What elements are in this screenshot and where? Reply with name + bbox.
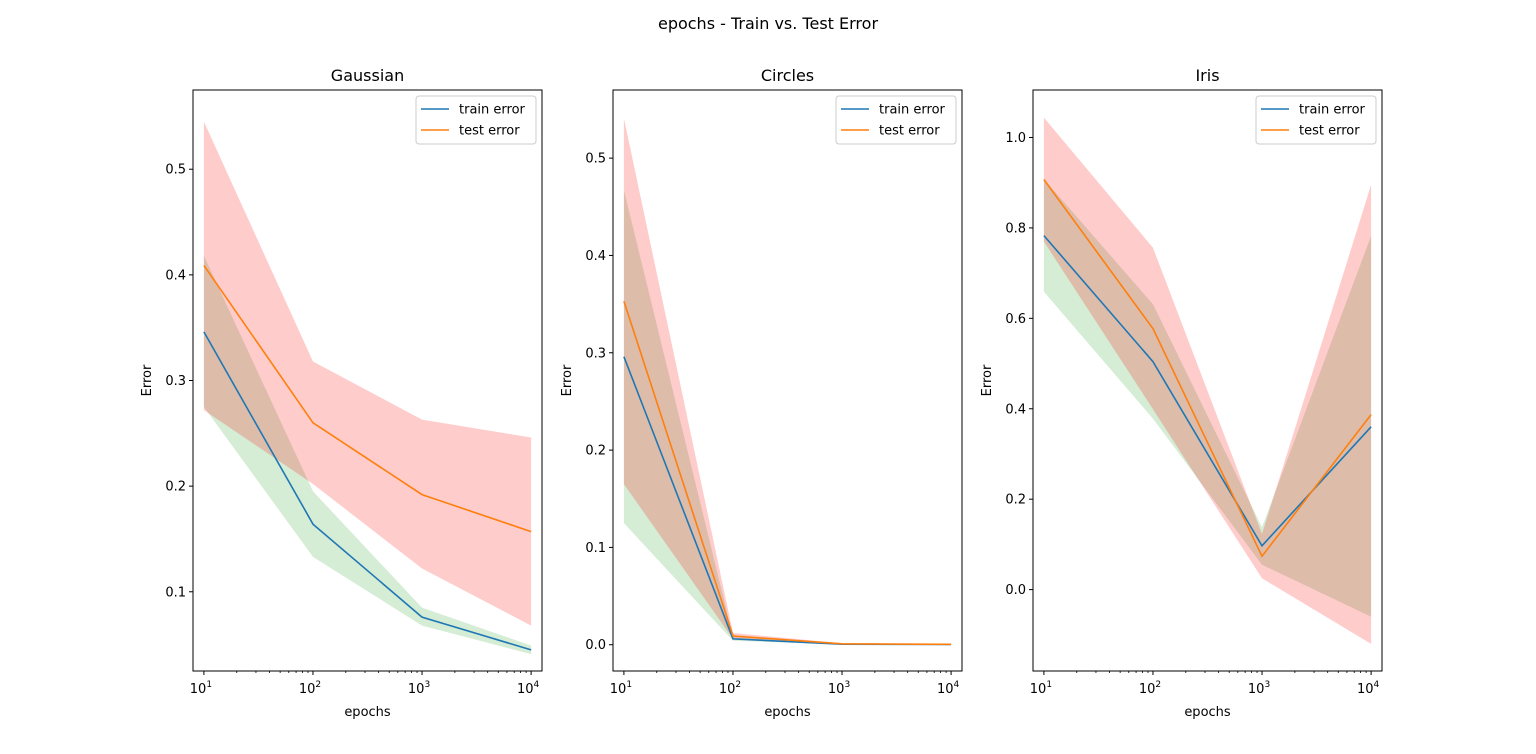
x-tick-label: 104 xyxy=(517,680,540,697)
y-tick-label: 0.2 xyxy=(165,480,186,495)
y-tick-label: 1.0 xyxy=(1005,131,1026,146)
line-test-error xyxy=(203,264,532,533)
legend: train error test error xyxy=(1255,95,1377,145)
subplot-title: Iris xyxy=(1195,66,1219,85)
subplot-title: Circles xyxy=(761,66,814,85)
x-axis-label: epochs xyxy=(1184,705,1231,720)
y-tick-label: 0.2 xyxy=(585,444,606,459)
subplot-title: Gaussian xyxy=(331,66,404,85)
legend-label: test error xyxy=(1299,124,1360,139)
y-tick-label: 0.0 xyxy=(1005,583,1026,598)
x-axis-label: epochs xyxy=(764,705,811,720)
x-tick-label: 102 xyxy=(299,680,321,697)
legend-label: test error xyxy=(879,124,940,139)
y-tick-label: 0.2 xyxy=(1005,493,1026,508)
x-tick-label: 103 xyxy=(828,680,850,697)
subplot-gaussian: 101 102 103 104 0.1 0.2 0.3 0.4 0.5 Gaussian epoch… xyxy=(140,66,543,720)
y-tick-label: 0.5 xyxy=(585,152,606,167)
y-tick-label: 0.1 xyxy=(585,541,606,556)
x-tick-label: 102 xyxy=(719,680,741,697)
y-tick-label: 0.4 xyxy=(585,249,606,264)
x-tick-label: 104 xyxy=(1357,680,1380,697)
x-tick-label: 101 xyxy=(1030,680,1052,697)
legend-label: train error xyxy=(879,103,946,118)
line-train-error xyxy=(203,331,532,651)
legend: train error test error xyxy=(415,95,537,145)
y-tick-label: 0.4 xyxy=(165,268,186,283)
y-tick-label: 0.3 xyxy=(165,374,186,389)
y-tick-label: 0.3 xyxy=(585,346,606,361)
subplots: 101 102 103 104 0.1 0.2 0.3 0.4 0.5 Gaussian epoch… xyxy=(140,66,1383,720)
legend-box xyxy=(1255,95,1377,145)
line-test-error xyxy=(1043,179,1372,558)
band-test-error xyxy=(623,118,952,645)
subplot-circles: 101 102 103 104 0.0 0.1 0.2 0.3 0.4 0.5 Circles epo… xyxy=(560,66,963,720)
band-test-error xyxy=(203,121,532,626)
y-tick-label: 0.0 xyxy=(585,638,606,653)
band-test-error xyxy=(1043,117,1372,644)
legend-label: train error xyxy=(1299,103,1366,118)
x-tick-label: 101 xyxy=(610,680,632,697)
y-axis-label: Error xyxy=(980,364,995,396)
line-test-error xyxy=(623,300,952,646)
x-tick-label: 102 xyxy=(1139,680,1161,697)
y-tick-label: 0.1 xyxy=(165,585,186,600)
y-tick-label: 0.6 xyxy=(1005,312,1026,327)
x-tick-label: 104 xyxy=(937,680,960,697)
y-tick-label: 0.4 xyxy=(1005,402,1026,417)
y-tick-label: 0.5 xyxy=(165,163,186,178)
axes-frame xyxy=(1032,89,1383,672)
legend-label: train error xyxy=(459,103,526,118)
legend-box xyxy=(415,95,537,145)
y-axis-label: Error xyxy=(140,364,155,396)
figure-title: epochs - Train vs. Test Error xyxy=(658,14,878,33)
x-tick-label: 103 xyxy=(408,680,430,697)
axes-frame xyxy=(612,89,963,672)
x-tick-label: 101 xyxy=(190,680,212,697)
y-axis-label: Error xyxy=(560,364,575,396)
x-tick-label: 103 xyxy=(1248,680,1270,697)
band-train-error xyxy=(1043,179,1372,617)
subplot-iris: 101 102 103 104 0.0 0.2 0.4 0.6 0.8 1.0 Iris epochs… xyxy=(980,66,1383,720)
band-train-error xyxy=(203,255,532,655)
legend-box xyxy=(835,95,957,145)
y-tick-label: 0.8 xyxy=(1005,221,1026,236)
band-train-error xyxy=(623,190,952,645)
x-axis-label: epochs xyxy=(344,705,391,720)
legend-label: test error xyxy=(459,124,520,139)
legend: train error test error xyxy=(835,95,957,145)
